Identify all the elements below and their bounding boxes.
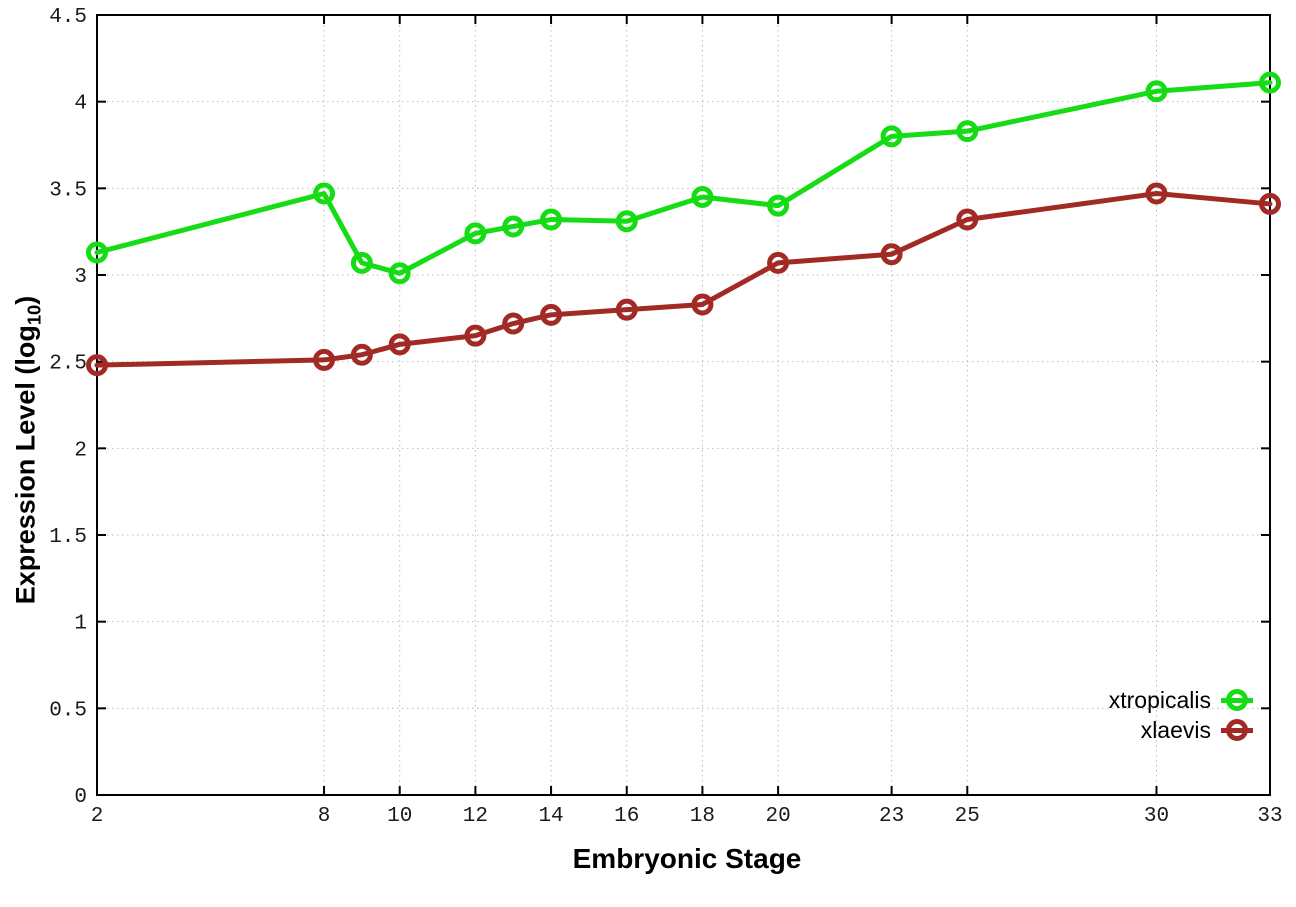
x-tick-label: 23 [879,805,904,828]
x-tick-label: 18 [690,805,715,828]
legend-point-sample [1226,689,1248,711]
data-point [388,262,411,285]
y-axis-title-subscript: 10 [23,304,45,326]
data-point [880,243,903,266]
x-tick-label: 14 [538,805,563,828]
x-tick-label: 2 [91,805,104,828]
x-tick-label: 8 [318,805,331,828]
data-point [464,222,487,245]
data-point [502,215,525,238]
data-point [956,208,979,231]
x-tick-label: 16 [614,805,639,828]
data-point [313,182,336,205]
data-point [767,194,790,217]
x-axis-title: Embryonic Stage [572,843,802,874]
legend-item-xtropicalis: xtropicalis [1109,687,1253,713]
data-point [1145,80,1168,103]
data-point [956,120,979,143]
data-point [540,208,563,231]
legend-marker-xtropicalis-icon [1221,689,1253,711]
data-point [464,324,487,347]
tick-marks [96,14,1271,796]
y-tick-label: 1.5 [49,526,87,549]
data-point [86,354,108,377]
series-points-xtropicalis [86,71,1281,285]
x-tick-label: 30 [1144,805,1169,828]
y-tick-label: 1 [74,613,87,636]
y-tick-label: 4 [74,93,87,116]
y-tick-label: 0 [74,786,87,809]
data-point [691,293,714,316]
x-tick-label: 33 [1257,805,1282,828]
series-line-xtropicalis [94,80,1273,276]
x-tick-label: 25 [955,805,980,828]
y-tick-label: 0.5 [49,699,87,722]
y-tick-label: 3 [74,266,87,289]
y-axis-title-close: ) [10,295,41,305]
data-point [313,348,336,371]
x-tick-label: 12 [463,805,488,828]
legend-label-xlaevis: xlaevis [1140,716,1211,743]
x-tick-labels: 2 8 10 12 14 16 18 20 23 25 30 33 [91,805,1283,828]
y-tick-label: 3.5 [49,179,87,202]
plot-border [96,14,1271,796]
data-point [1145,182,1168,205]
data-point [615,298,638,321]
data-point [350,343,373,366]
legend-item-xlaevis: xlaevis [1141,717,1253,743]
data-point [767,251,790,274]
legend: xtropicalis xlaevis [1109,687,1253,743]
data-point [691,186,714,208]
y-axis-title-main: Expression Level (log [10,325,41,605]
data-point [1259,192,1281,215]
data-point [880,125,903,148]
x-tick-label: 20 [765,805,790,828]
legend-marker-xlaevis-icon [1221,719,1253,741]
data-point [388,333,411,356]
series-line-xlaevis [94,191,1273,368]
data-point [350,251,373,274]
legend-point-sample [1226,719,1248,741]
x-tick-label: 10 [387,805,412,828]
series-points-xlaevis [86,182,1281,377]
y-tick-label: 2.5 [49,353,87,376]
y-tick-labels: 0 0.5 1 1.5 2 2.5 3 3.5 4 4.5 [49,6,87,809]
data-point [615,210,638,233]
y-tick-label: 4.5 [49,6,87,29]
gridlines [97,15,1270,795]
data-point [540,303,563,326]
data-point [86,241,108,264]
y-axis-title: Expression Level (log10) [10,296,45,605]
y-tick-label: 2 [74,439,87,462]
data-point [502,312,525,335]
legend-label-xtropicalis: xtropicalis [1108,686,1211,713]
data-point [1259,71,1281,94]
